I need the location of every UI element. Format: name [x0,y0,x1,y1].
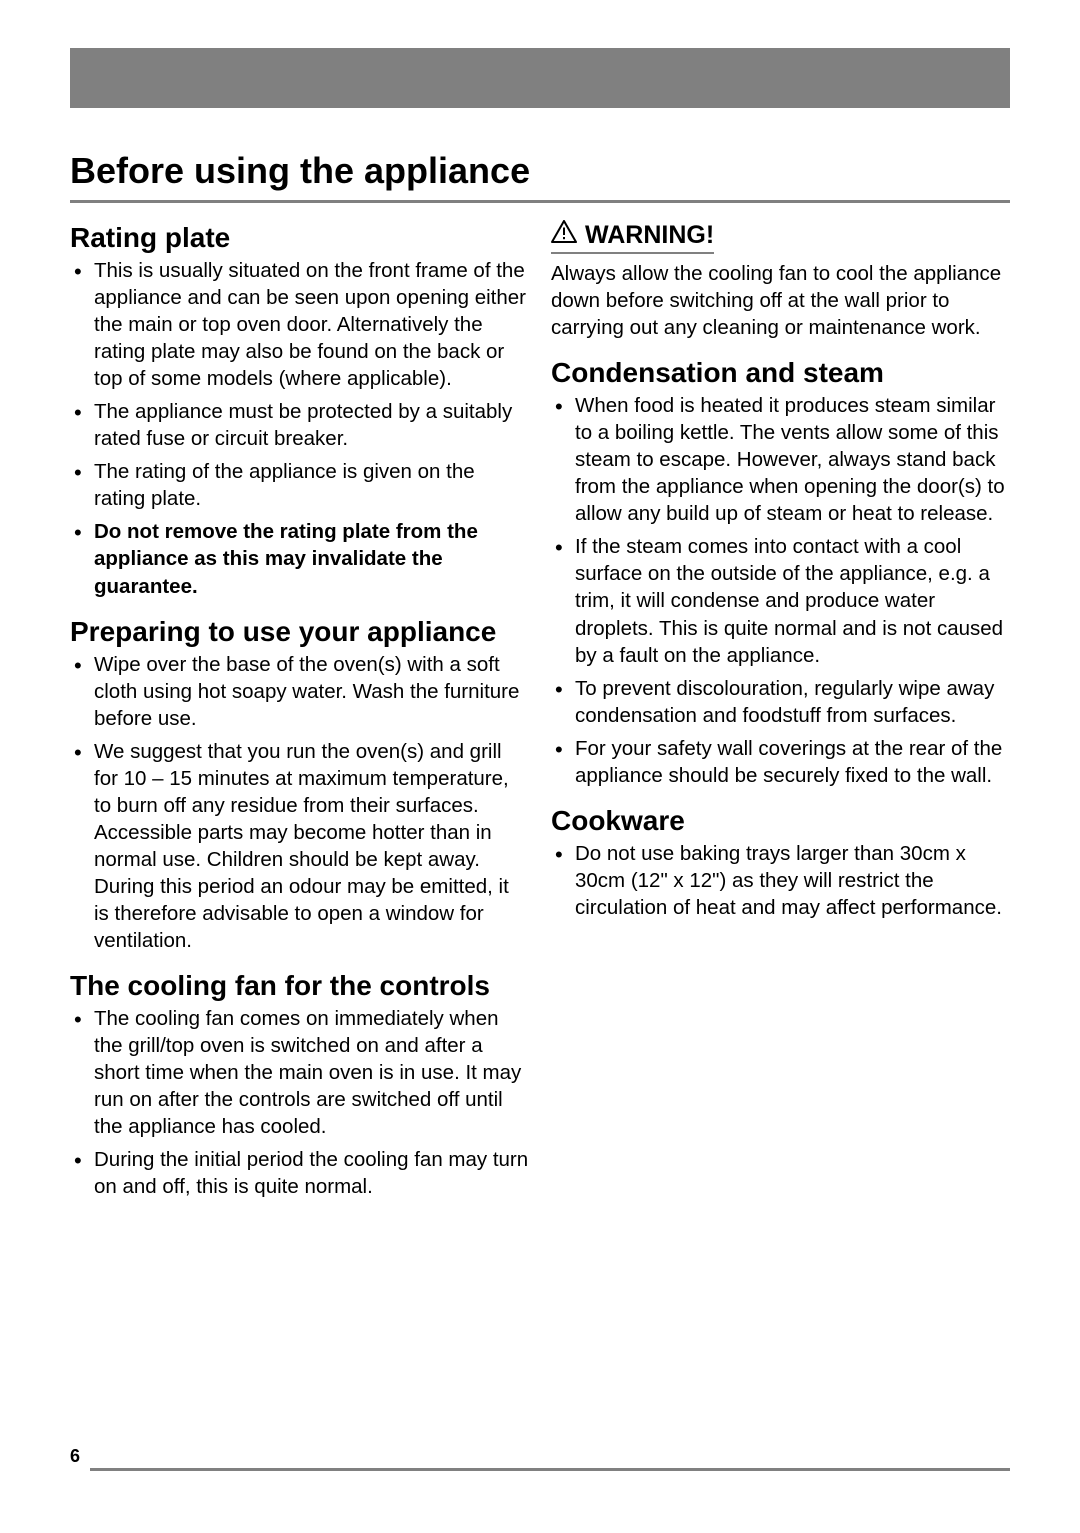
list-rating-plate: This is usually situated on the front fr… [70,257,529,600]
warning-icon [551,220,577,250]
heading-warning: WARNING! [551,220,714,254]
list-item: Wipe over the base of the oven(s) with a… [94,651,529,732]
list-preparing: Wipe over the base of the oven(s) with a… [70,651,529,955]
list-item: To prevent discolouration, regularly wip… [575,675,1010,729]
list-item-text: If the steam comes into contact with a c… [575,533,1010,668]
page-number: 6 [70,1446,80,1467]
list-item-text: When food is heated it produces steam si… [575,392,1010,527]
list-item-text: Do not remove the rating plate from the … [94,518,529,599]
warning-body: Always allow the cooling fan to cool the… [551,260,1010,341]
page-title: Before using the appliance [70,150,1010,203]
heading-cookware: Cookware [551,803,1010,838]
list-item-text: We suggest that you run the oven(s) and … [94,738,529,954]
heading-rating-plate: Rating plate [70,220,529,255]
content-columns: Rating plate This is usually situated on… [70,214,1010,1210]
list-item-text: This is usually situated on the front fr… [94,257,529,392]
heading-condensation: Condensation and steam [551,355,1010,390]
list-item: Do not use baking trays larger than 30cm… [575,840,1010,921]
list-item: If the steam comes into contact with a c… [575,533,1010,668]
list-item: The cooling fan comes on immediately whe… [94,1005,529,1140]
left-column: Rating plate This is usually situated on… [70,214,529,1210]
right-column: WARNING! Always allow the cooling fan to… [551,214,1010,1210]
list-condensation: When food is heated it produces steam si… [551,392,1010,789]
list-item-text: Wipe over the base of the oven(s) with a… [94,651,529,732]
list-item: The appliance must be protected by a sui… [94,398,529,452]
header-bar [70,48,1010,108]
footer-rule [90,1468,1010,1471]
heading-preparing: Preparing to use your appliance [70,614,529,649]
list-cooling-fan: The cooling fan comes on immediately whe… [70,1005,529,1200]
list-item-text: The rating of the appliance is given on … [94,458,529,512]
list-cookware: Do not use baking trays larger than 30cm… [551,840,1010,921]
list-item: For your safety wall coverings at the re… [575,735,1010,789]
list-item-text: The appliance must be protected by a sui… [94,398,529,452]
list-item-text: Do not use baking trays larger than 30cm… [575,840,1010,921]
list-item: This is usually situated on the front fr… [94,257,529,392]
warning-label: WARNING! [585,221,714,250]
list-item: During the initial period the cooling fa… [94,1146,529,1200]
list-item: When food is heated it produces steam si… [575,392,1010,527]
list-item-text: For your safety wall coverings at the re… [575,735,1010,789]
heading-cooling-fan: The cooling fan for the controls [70,968,529,1003]
list-item: Do not remove the rating plate from the … [94,518,529,599]
list-item-text: The cooling fan comes on immediately whe… [94,1005,529,1140]
list-item-text: To prevent discolouration, regularly wip… [575,675,1010,729]
list-item: The rating of the appliance is given on … [94,458,529,512]
list-item: We suggest that you run the oven(s) and … [94,738,529,954]
list-item-text: During the initial period the cooling fa… [94,1146,529,1200]
